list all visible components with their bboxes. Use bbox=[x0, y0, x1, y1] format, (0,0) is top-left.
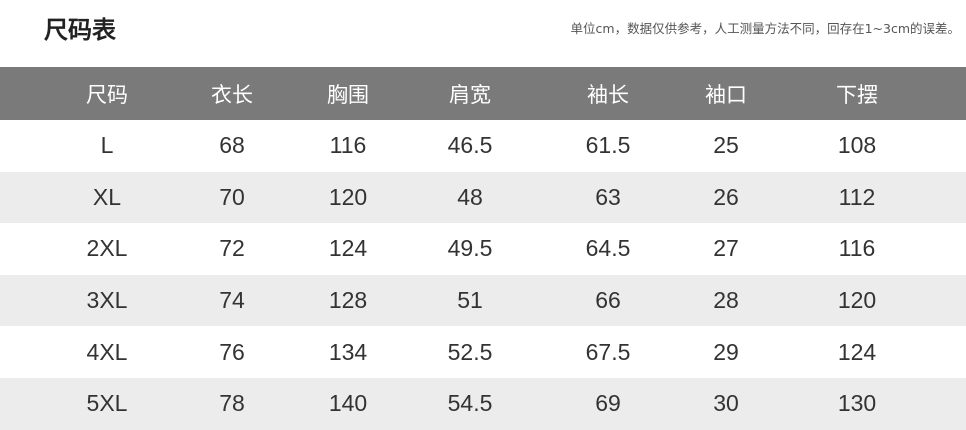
table-cell: 74 bbox=[219, 287, 245, 314]
table-cell: 70 bbox=[219, 183, 245, 210]
column-header: 下摆 bbox=[836, 82, 878, 107]
column-header: 袖长 bbox=[587, 82, 629, 107]
table-cell: 61.5 bbox=[585, 132, 631, 159]
table-row: 5XL 78 140 54.5 69 30 130 bbox=[0, 377, 966, 430]
table-cell: 128 bbox=[328, 287, 368, 314]
column-header: 肩宽 bbox=[449, 82, 491, 107]
table-cell: XL bbox=[92, 183, 122, 210]
column-header: 衣长 bbox=[211, 82, 253, 107]
table-cell: 69 bbox=[595, 390, 621, 417]
table-cell: 134 bbox=[328, 338, 368, 365]
table-cell: 124 bbox=[328, 235, 368, 262]
table-cell: 116 bbox=[838, 235, 876, 262]
table-cell: 68 bbox=[219, 132, 245, 159]
table-cell: 4XL bbox=[86, 338, 128, 365]
table-cell: 63 bbox=[595, 183, 621, 210]
table-cell: 27 bbox=[713, 235, 739, 262]
table-cell: 108 bbox=[837, 132, 877, 159]
table-cell: 64.5 bbox=[585, 235, 631, 262]
table-row: 2XL 72 124 49.5 64.5 27 116 bbox=[0, 223, 966, 275]
table-cell: 28 bbox=[713, 287, 739, 314]
table-cell: 54.5 bbox=[447, 390, 493, 417]
table-cell: 116 bbox=[329, 132, 367, 159]
column-header: 袖口 bbox=[705, 82, 747, 107]
table-row: 4XL 76 134 52.5 67.5 29 124 bbox=[0, 326, 966, 378]
table-cell: 3XL bbox=[86, 287, 128, 314]
table-cell: 49.5 bbox=[447, 235, 493, 262]
table-cell: 124 bbox=[837, 338, 877, 365]
header-row: 尺码 衣长 胸围 肩宽 袖长 袖口 下摆 bbox=[0, 67, 966, 120]
measurement-note: 单位cm，数据仅供参考，人工测量方法不同，回存在1~3cm的误差。 bbox=[570, 21, 960, 36]
table-cell: 120 bbox=[328, 183, 368, 210]
table-cell: 52.5 bbox=[447, 338, 493, 365]
table-cell: 51 bbox=[457, 287, 483, 314]
table-cell: 2XL bbox=[86, 235, 128, 262]
table-cell: 66 bbox=[595, 287, 621, 314]
table-cell: 26 bbox=[713, 183, 739, 210]
table-row: L 68 116 46.5 61.5 25 108 bbox=[0, 120, 966, 172]
size-table: 尺码 衣长 胸围 肩宽 袖长 袖口 下摆 L 68 116 46.5 61.5 25 108 XL 70 120… bbox=[0, 67, 966, 430]
table-cell: 25 bbox=[713, 132, 739, 159]
table-cell: 46.5 bbox=[447, 132, 493, 159]
table-cell: 130 bbox=[837, 390, 877, 417]
table-cell: L bbox=[100, 132, 114, 159]
table-cell: 30 bbox=[713, 390, 739, 417]
table-cell: 67.5 bbox=[585, 338, 631, 365]
column-header: 胸围 bbox=[327, 82, 369, 107]
table-cell: 112 bbox=[838, 183, 876, 210]
table-cell: 140 bbox=[328, 390, 368, 417]
table-cell: 5XL bbox=[86, 390, 128, 417]
table-cell: 29 bbox=[713, 338, 739, 365]
page-title: 尺码表 bbox=[44, 16, 116, 44]
column-header: 尺码 bbox=[86, 82, 128, 107]
table-cell: 120 bbox=[837, 287, 877, 314]
table-cell: 72 bbox=[219, 235, 245, 262]
table-row: XL 70 120 48 63 26 112 bbox=[0, 171, 966, 224]
table-cell: 76 bbox=[219, 338, 245, 365]
table-row: 3XL 74 128 51 66 28 120 bbox=[0, 274, 966, 327]
table-cell: 78 bbox=[219, 390, 245, 417]
table-cell: 48 bbox=[457, 183, 483, 210]
